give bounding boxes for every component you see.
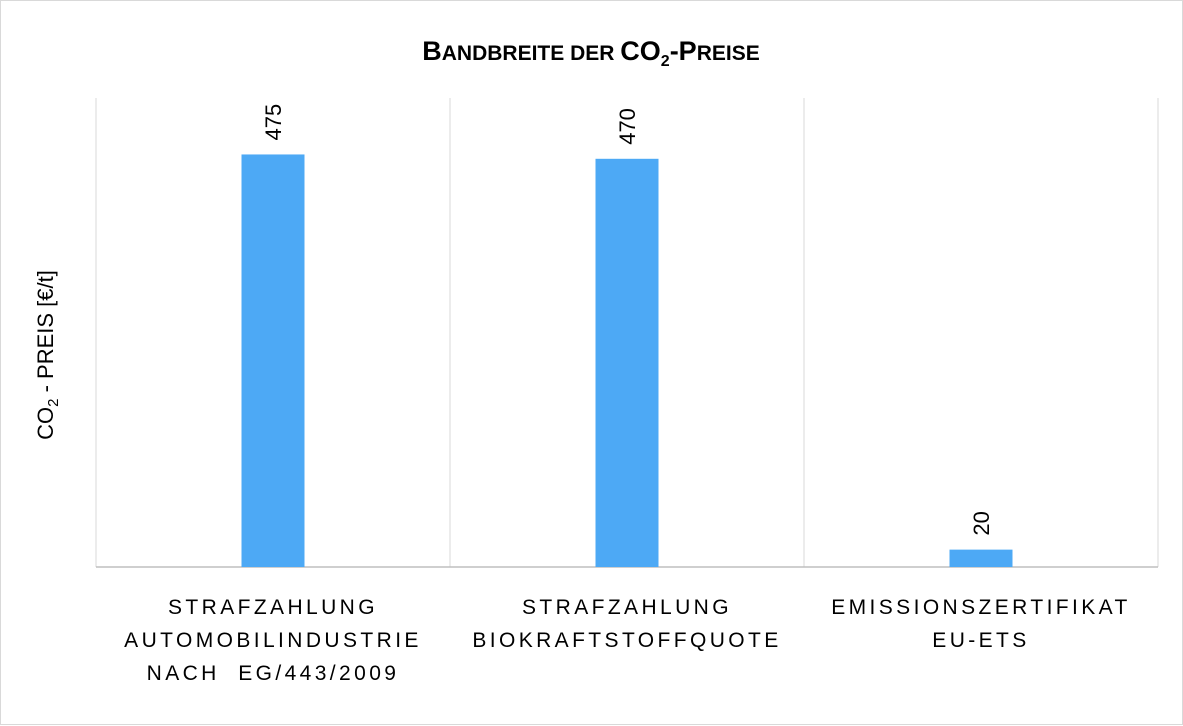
- data-label-2: 470: [615, 108, 640, 145]
- category-label-3-line-1: EMISSIONSZERTIFIKAT: [831, 596, 1131, 619]
- category-label-1-line-3: NACH EG/443/2009: [147, 662, 400, 685]
- bar-1: [241, 154, 305, 567]
- bar-3: [949, 549, 1013, 567]
- data-label-1: 475: [261, 104, 286, 141]
- data-label-3: 20: [969, 511, 994, 535]
- category-label-2-line-2: BIOKRAFTSTOFFQUOTE: [472, 629, 781, 652]
- chart-title: BANDBREITE DER CO2-PREISE: [422, 36, 759, 70]
- category-label-2-line-1: STRAFZAHLUNG: [522, 596, 732, 619]
- bar-2: [595, 158, 659, 567]
- category-label-3-line-2: EU-ETS: [932, 629, 1029, 652]
- category-label-1-line-1: STRAFZAHLUNG: [168, 596, 378, 619]
- plot-area: 475 STRAFZAHLUNG AUTOMOBILINDUSTRIE NACH EG…: [95, 98, 1159, 685]
- category-label-1-line-2: AUTOMOBILINDUSTRIE: [124, 629, 422, 652]
- y-axis-label: CO2 - PREIS [€/t]: [33, 270, 62, 440]
